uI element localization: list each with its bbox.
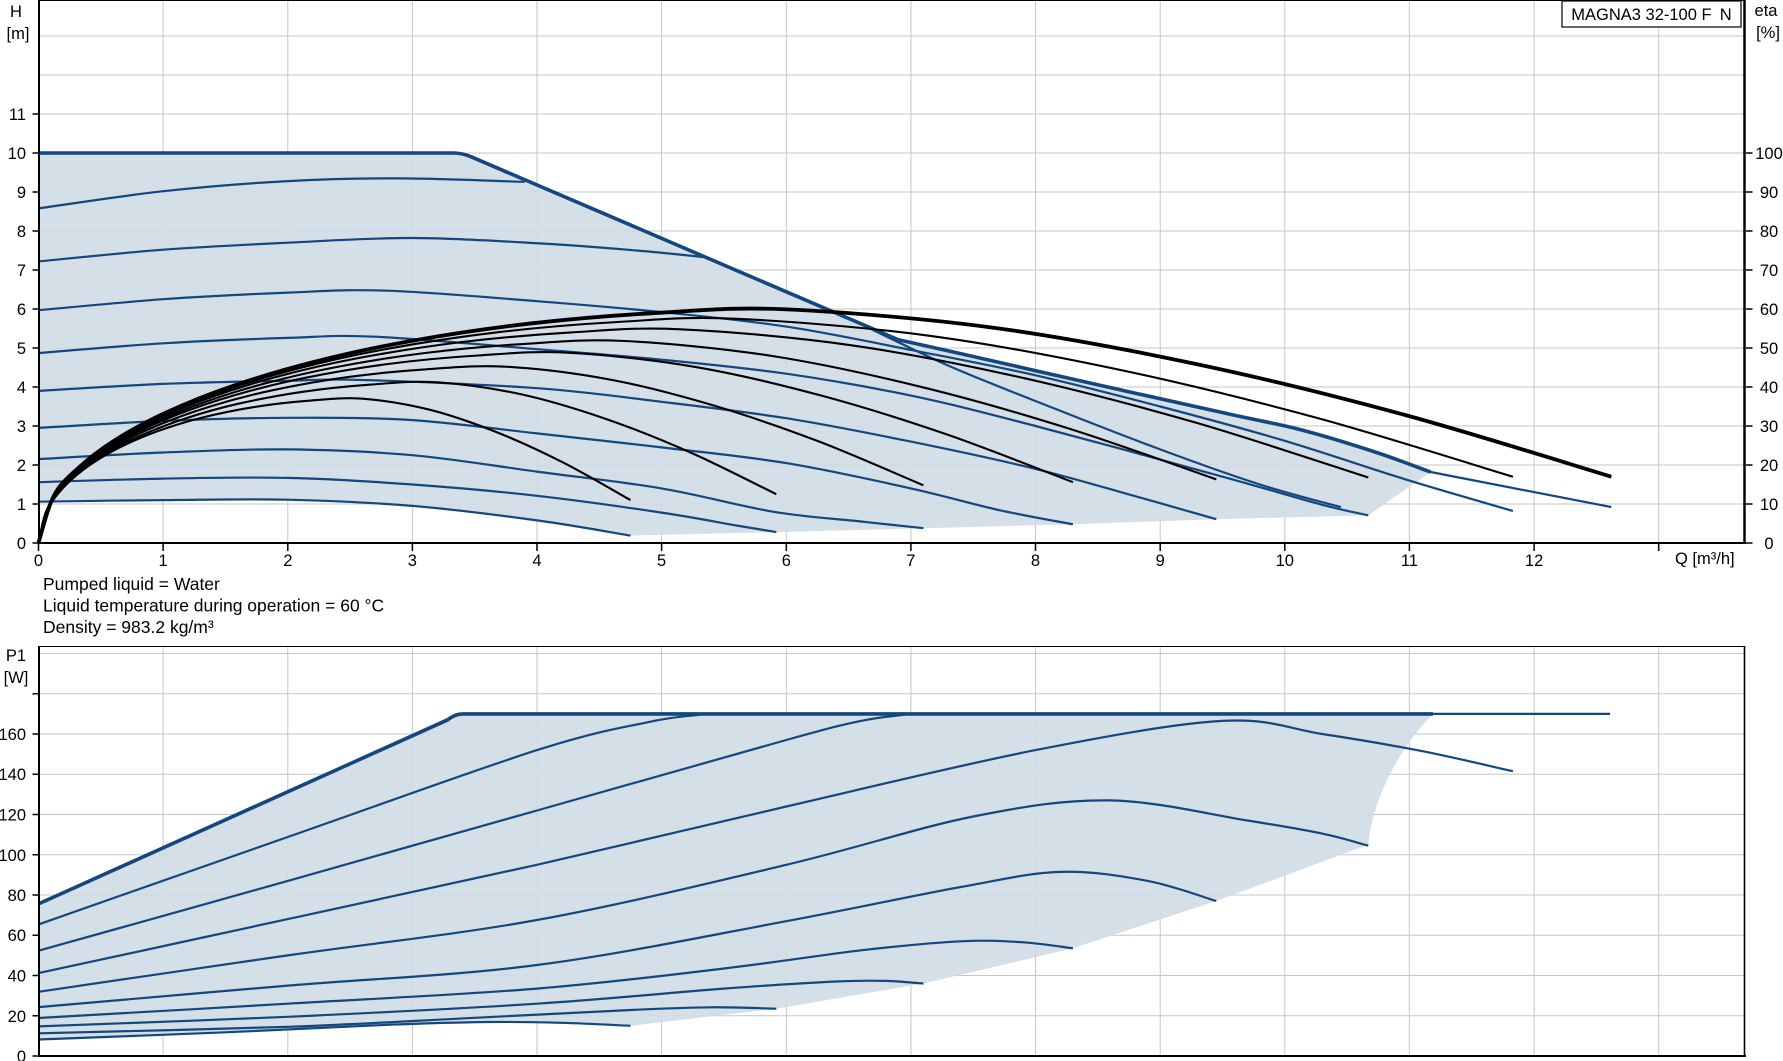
svg-text:1: 1 — [17, 496, 26, 514]
svg-text:100: 100 — [0, 847, 26, 865]
svg-text:4: 4 — [17, 379, 26, 397]
svg-text:0: 0 — [17, 1048, 26, 1061]
svg-text:6: 6 — [17, 301, 26, 319]
svg-text:H: H — [10, 3, 22, 21]
svg-text:90: 90 — [1760, 184, 1778, 202]
svg-text:Density = 983.2 kg/m³: Density = 983.2 kg/m³ — [43, 617, 214, 637]
svg-text:2: 2 — [17, 457, 26, 475]
svg-text:1: 1 — [159, 552, 168, 570]
svg-text:9: 9 — [1156, 552, 1165, 570]
svg-text:20: 20 — [8, 1008, 26, 1026]
svg-text:eta: eta — [1755, 2, 1779, 20]
svg-text:100: 100 — [1755, 145, 1783, 163]
svg-text:5: 5 — [657, 552, 666, 570]
svg-text:3: 3 — [408, 552, 417, 570]
svg-text:10: 10 — [8, 145, 26, 163]
svg-text:7: 7 — [906, 552, 915, 570]
svg-text:80: 80 — [1760, 223, 1778, 241]
svg-text:60: 60 — [8, 927, 26, 945]
svg-text:Liquid temperature during oper: Liquid temperature during operation = 60… — [43, 596, 384, 616]
svg-text:[m]: [m] — [7, 25, 30, 43]
svg-text:3: 3 — [17, 418, 26, 436]
svg-text:Q [m³/h]: Q [m³/h] — [1675, 550, 1735, 568]
svg-text:6: 6 — [782, 552, 791, 570]
svg-text:8: 8 — [1031, 552, 1040, 570]
svg-text:70: 70 — [1760, 262, 1778, 280]
svg-text:[%]: [%] — [1756, 24, 1780, 42]
svg-text:7: 7 — [17, 262, 26, 280]
svg-text:[W]: [W] — [4, 669, 29, 687]
svg-text:5: 5 — [17, 340, 26, 358]
svg-text:20: 20 — [1760, 457, 1778, 475]
svg-text:9: 9 — [17, 184, 26, 202]
svg-text:60: 60 — [1760, 301, 1778, 319]
svg-text:11: 11 — [1401, 552, 1418, 570]
svg-text:10: 10 — [1760, 496, 1778, 514]
svg-text:140: 140 — [0, 766, 26, 784]
svg-text:0: 0 — [34, 552, 43, 570]
svg-text:8: 8 — [17, 223, 26, 241]
svg-text:50: 50 — [1760, 340, 1778, 358]
svg-text:10: 10 — [1276, 552, 1294, 570]
svg-text:2: 2 — [283, 552, 292, 570]
svg-text:0: 0 — [1764, 535, 1773, 553]
svg-text:12: 12 — [1525, 552, 1543, 570]
svg-text:30: 30 — [1760, 418, 1778, 436]
svg-text:Pumped liquid = Water: Pumped liquid = Water — [43, 574, 220, 594]
svg-text:MAGNA3 32-100 F N: MAGNA3 32-100 F N — [1571, 6, 1731, 24]
svg-text:P1: P1 — [6, 647, 26, 665]
svg-text:120: 120 — [0, 807, 26, 825]
svg-text:160: 160 — [0, 726, 26, 744]
svg-text:11: 11 — [9, 106, 26, 124]
svg-text:40: 40 — [1760, 379, 1778, 397]
svg-text:40: 40 — [8, 968, 26, 986]
svg-text:4: 4 — [532, 552, 541, 570]
svg-text:0: 0 — [17, 535, 26, 553]
svg-text:80: 80 — [8, 887, 26, 905]
